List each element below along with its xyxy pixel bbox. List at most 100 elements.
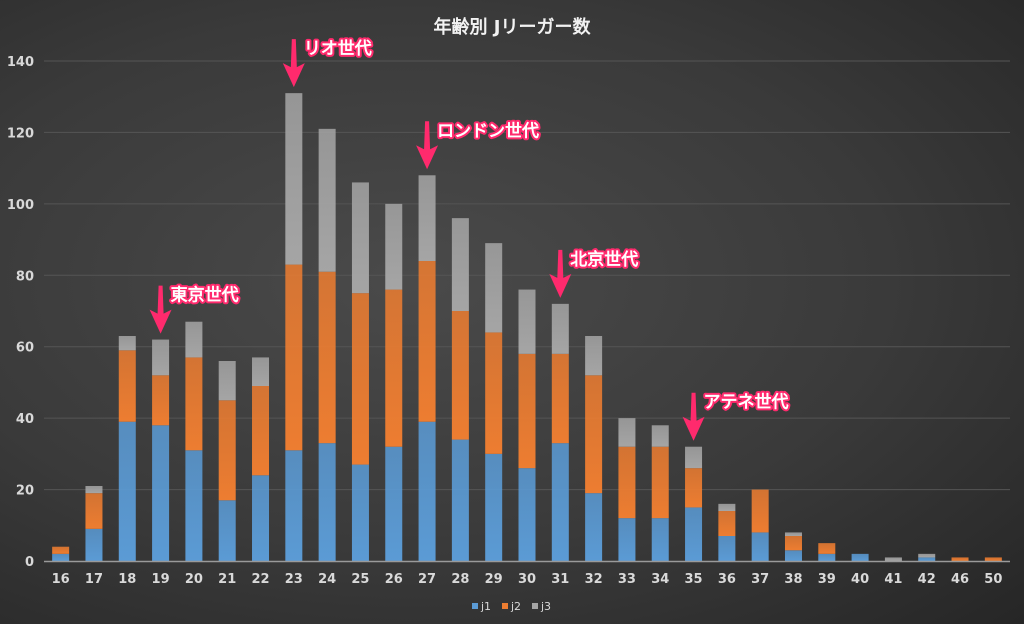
x-tick-label: 39	[818, 572, 836, 587]
x-tick-label: 42	[918, 572, 936, 587]
bars	[52, 93, 1002, 561]
bar-j3-32	[585, 336, 603, 376]
bar-j3-24	[318, 128, 336, 272]
annotation-arrow	[282, 39, 305, 88]
bar-j1-23	[285, 450, 303, 561]
bar-j1-24	[318, 443, 336, 561]
bar-j2-25	[351, 293, 369, 465]
annotation-arrow	[549, 249, 572, 298]
x-tick-label: 32	[585, 572, 603, 587]
x-tick-label: 25	[351, 572, 369, 587]
bar-j3-18	[118, 336, 136, 351]
bar-j3-27	[418, 175, 436, 261]
y-axis: 0 20 40 60 80 100 120 140	[7, 55, 34, 570]
bar-j3-25	[351, 182, 369, 294]
bar-j3-28	[451, 218, 469, 311]
bar-j3-31	[551, 303, 569, 354]
bar-j1-26	[385, 446, 403, 561]
legend-label: j1	[480, 600, 491, 613]
bar-j2-36	[718, 511, 736, 536]
x-tick-label: 30	[518, 572, 536, 587]
bar-j1-30	[518, 468, 536, 561]
bar-j1-21	[218, 500, 236, 561]
x-tick-label: 20	[185, 572, 203, 587]
legend-swatch-j2	[502, 603, 508, 609]
bar-j2-32	[585, 375, 603, 494]
bar-j1-17	[85, 528, 103, 561]
bar-j2-35	[685, 468, 703, 508]
x-tick-label: 41	[884, 572, 902, 587]
annotation-label: アテネ世代	[704, 392, 789, 413]
legend: j1 j2 j3	[472, 600, 551, 613]
bar-j1-33	[618, 518, 636, 561]
bar-j3-17	[85, 486, 103, 494]
bar-j2-29	[485, 332, 503, 454]
x-tick-label: 28	[451, 572, 469, 587]
y-tick-label: 60	[16, 341, 34, 356]
bar-j2-28	[451, 311, 469, 440]
bar-j1-19	[152, 425, 170, 561]
bar-j1-42	[918, 557, 936, 561]
x-tick-label: 24	[318, 572, 336, 587]
bar-j3-26	[385, 203, 403, 290]
bar-j3-42	[918, 553, 936, 558]
bar-j2-30	[518, 353, 536, 469]
bar-j3-30	[518, 289, 536, 354]
bar-j2-16	[52, 546, 70, 554]
bar-j2-34	[651, 446, 669, 519]
x-tick-label: 33	[618, 572, 636, 587]
bar-j1-16	[52, 553, 70, 561]
y-tick-label: 40	[16, 412, 34, 427]
bar-j2-46	[951, 557, 969, 561]
x-tick-label: 36	[718, 572, 736, 587]
bar-j2-24	[318, 271, 336, 444]
x-tick-label: 50	[984, 572, 1002, 587]
y-tick-label: 80	[16, 269, 34, 284]
bar-j1-22	[252, 475, 270, 561]
x-tick-label: 22	[251, 572, 269, 587]
annotation-arrow	[682, 392, 705, 441]
bar-j1-27	[418, 421, 436, 561]
annotation-arrow	[416, 121, 439, 170]
bar-j1-34	[651, 518, 669, 561]
bar-j2-22	[252, 386, 270, 476]
x-tick-label: 31	[551, 572, 569, 587]
bar-j3-21	[218, 361, 236, 401]
bar-j2-27	[418, 261, 436, 422]
annotation-label: 北京世代	[570, 249, 638, 270]
bar-j1-20	[185, 450, 203, 561]
x-tick-label: 21	[218, 572, 236, 587]
bar-j3-20	[185, 321, 203, 358]
chart-title: 年齢別 Jリーガー数	[434, 16, 592, 38]
bar-j2-38	[784, 536, 802, 551]
bar-j3-23	[285, 93, 303, 265]
legend-label: j2	[510, 600, 521, 613]
bar-j2-21	[218, 400, 236, 501]
bar-j2-20	[185, 357, 203, 451]
bar-j2-37	[751, 489, 769, 533]
bar-j2-19	[152, 375, 170, 426]
annotation-label: リオ世代	[304, 38, 372, 59]
bar-j3-35	[685, 446, 703, 469]
legend-swatch-j1	[472, 603, 478, 609]
bar-j1-38	[784, 550, 802, 561]
x-tick-label: 18	[118, 572, 136, 587]
bar-j1-25	[351, 464, 369, 561]
bar-j3-38	[784, 532, 802, 536]
bar-j1-39	[818, 553, 836, 561]
annotation-arrow	[149, 285, 172, 334]
legend-swatch-j3	[532, 603, 538, 609]
x-tick-label: 27	[418, 572, 436, 587]
bar-j3-34	[651, 425, 669, 447]
x-tick-label: 26	[385, 572, 403, 587]
bar-j1-37	[751, 532, 769, 561]
y-tick-label: 0	[25, 555, 34, 570]
x-tick-label: 34	[651, 572, 669, 587]
bar-j1-29	[485, 453, 503, 561]
x-tick-label: 16	[52, 572, 70, 587]
y-tick-label: 20	[16, 484, 34, 499]
bar-j1-31	[551, 443, 569, 561]
x-tick-label: 29	[485, 572, 503, 587]
